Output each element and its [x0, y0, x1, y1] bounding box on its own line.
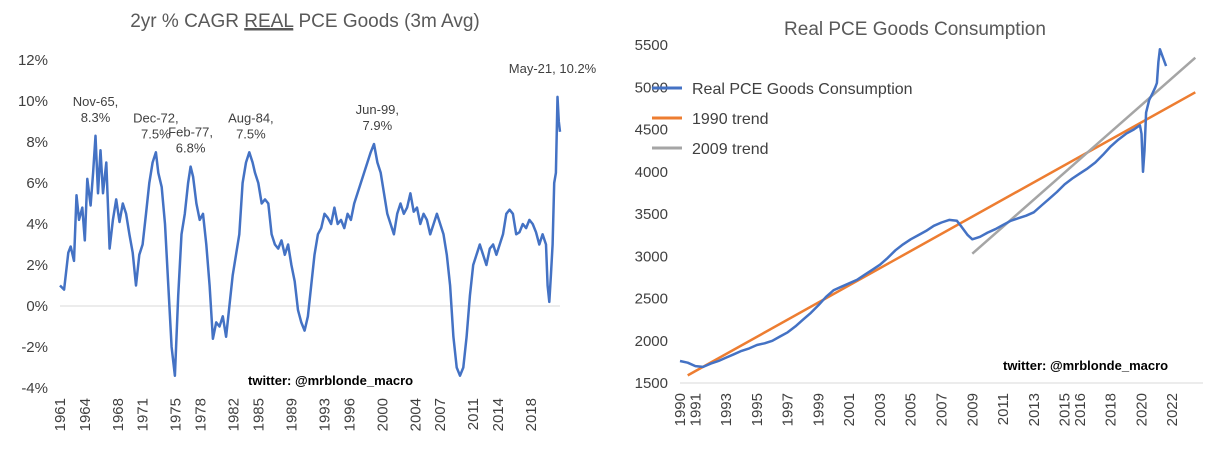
right-xtick-label: 2003	[872, 393, 889, 426]
right-series-1990-trend	[687, 91, 1196, 377]
right-xtick-label: 1997	[780, 393, 797, 426]
right-ytick-label: 5000	[635, 79, 668, 96]
right-xtick-label: 2013	[1026, 393, 1043, 426]
left-xtick-label: 2018	[523, 398, 540, 431]
right-xtick-label: 2020	[1133, 393, 1150, 426]
left-xtick-label: 1964	[77, 398, 94, 431]
left-xtick-label: 1993	[316, 398, 333, 431]
right-xtick-label: 1991	[687, 393, 704, 426]
left-annotation-label: Aug-84,	[228, 110, 274, 125]
left-ytick-label: -2%	[21, 339, 48, 356]
left-xtick-label: 2014	[490, 398, 507, 431]
right-chart-legend: Real PCE Goods Consumption 1990 trend 20…	[652, 81, 913, 158]
right-xtick-label: 2011	[995, 393, 1012, 425]
right-xtick-label: 1999	[810, 393, 827, 426]
left-title-post: PCE Goods (3m Avg)	[293, 11, 480, 32]
left-ytick-label: -4%	[21, 380, 48, 397]
right-ytick-label: 5500	[635, 37, 668, 54]
legend-label-2009-trend: 2009 trend	[692, 141, 769, 158]
left-xtick-label: 2000	[374, 398, 391, 431]
left-xtick-label: 1971	[135, 398, 152, 431]
right-xtick-label: 1990	[672, 393, 689, 426]
right-xtick-label: 2009	[964, 393, 981, 426]
left-xtick-label: 1996	[341, 398, 358, 431]
left-xtick-label: 1968	[110, 398, 127, 431]
left-annotation-value: 8.3%	[81, 110, 111, 125]
right-chart-title: Real PCE Goods Consumption	[784, 19, 1046, 40]
left-ytick-label: 0%	[26, 298, 48, 315]
left-ytick-label: 2%	[26, 257, 48, 274]
right-xtick-label: 2005	[903, 393, 920, 426]
left-ytick-label: 8%	[26, 134, 48, 151]
left-xtick-label: 1989	[283, 398, 300, 431]
right-xtick-label: 1993	[718, 393, 735, 426]
left-annotation-label: Nov-65,	[73, 94, 119, 109]
right-ytick-label: 4500	[635, 122, 668, 139]
left-xtick-label: 2011	[465, 398, 482, 430]
left-xtick-label: 1961	[52, 398, 69, 431]
right-xtick-label: 2007	[934, 393, 951, 426]
left-series-2yr-cagr-real-pce-goods	[59, 95, 562, 377]
left-annotation-label: Jun-99,	[356, 102, 399, 117]
right-xtick-label: 1995	[749, 393, 766, 426]
left-chart-credit: twitter: @mrblonde_macro	[248, 373, 413, 388]
legend-label-1990-trend: 1990 trend	[692, 111, 769, 128]
left-annotation-label: Feb-77,	[168, 125, 213, 140]
left-annotation-value: 7.5%	[236, 126, 266, 141]
left-xtick-label: 1985	[250, 398, 267, 431]
right-xtick-label: 2015	[1057, 393, 1074, 426]
right-xtick-label: 2016	[1072, 393, 1089, 426]
left-annotation-value: 7.9%	[363, 118, 393, 133]
right-xtick-label: 2022	[1164, 393, 1181, 426]
right-xtick-label: 2018	[1103, 393, 1120, 426]
legend-label-real-pce: Real PCE Goods Consumption	[692, 81, 913, 98]
left-xtick-label: 1978	[192, 398, 209, 431]
left-ytick-label: 4%	[26, 216, 48, 233]
left-annotation-label: Dec-72,	[133, 110, 179, 125]
left-xtick-label: 2007	[432, 398, 449, 431]
right-xtick-label: 2001	[841, 393, 858, 426]
right-chart: 5500500045004000350030002500200015001990…	[635, 37, 1203, 426]
left-title-underlined: REAL	[244, 11, 293, 32]
left-title-pre: 2yr % CAGR	[130, 11, 244, 32]
left-ytick-label: 12%	[18, 52, 48, 69]
right-chart-credit: twitter: @mrblonde_macro	[1003, 358, 1168, 373]
left-annotation-label: May-21, 10.2%	[509, 61, 597, 76]
left-annotation-value: 7.5%	[141, 126, 171, 141]
left-annotation-value: 6.8%	[176, 141, 206, 156]
right-series-real-pce-goods-consumption	[679, 47, 1168, 369]
right-ytick-label: 2500	[635, 291, 668, 308]
left-chart-title: 2yr % CAGR REAL PCE Goods (3m Avg)	[130, 11, 480, 32]
right-ytick-label: 3000	[635, 248, 668, 265]
right-ytick-label: 2000	[635, 333, 668, 350]
right-ytick-label: 4000	[635, 164, 668, 181]
left-chart: 12% 10% 8% 6% 4% 2% 0% -2% -4%1961 1964 1968 1971 19…	[18, 52, 597, 431]
left-xtick-label: 1975	[168, 398, 185, 431]
left-ytick-label: 6%	[26, 175, 48, 192]
left-xtick-label: 1982	[226, 398, 243, 431]
left-xtick-label: 2004	[407, 398, 424, 431]
left-ytick-label: 10%	[18, 93, 48, 110]
right-ytick-label: 1500	[635, 375, 668, 392]
right-ytick-label: 3500	[635, 206, 668, 223]
